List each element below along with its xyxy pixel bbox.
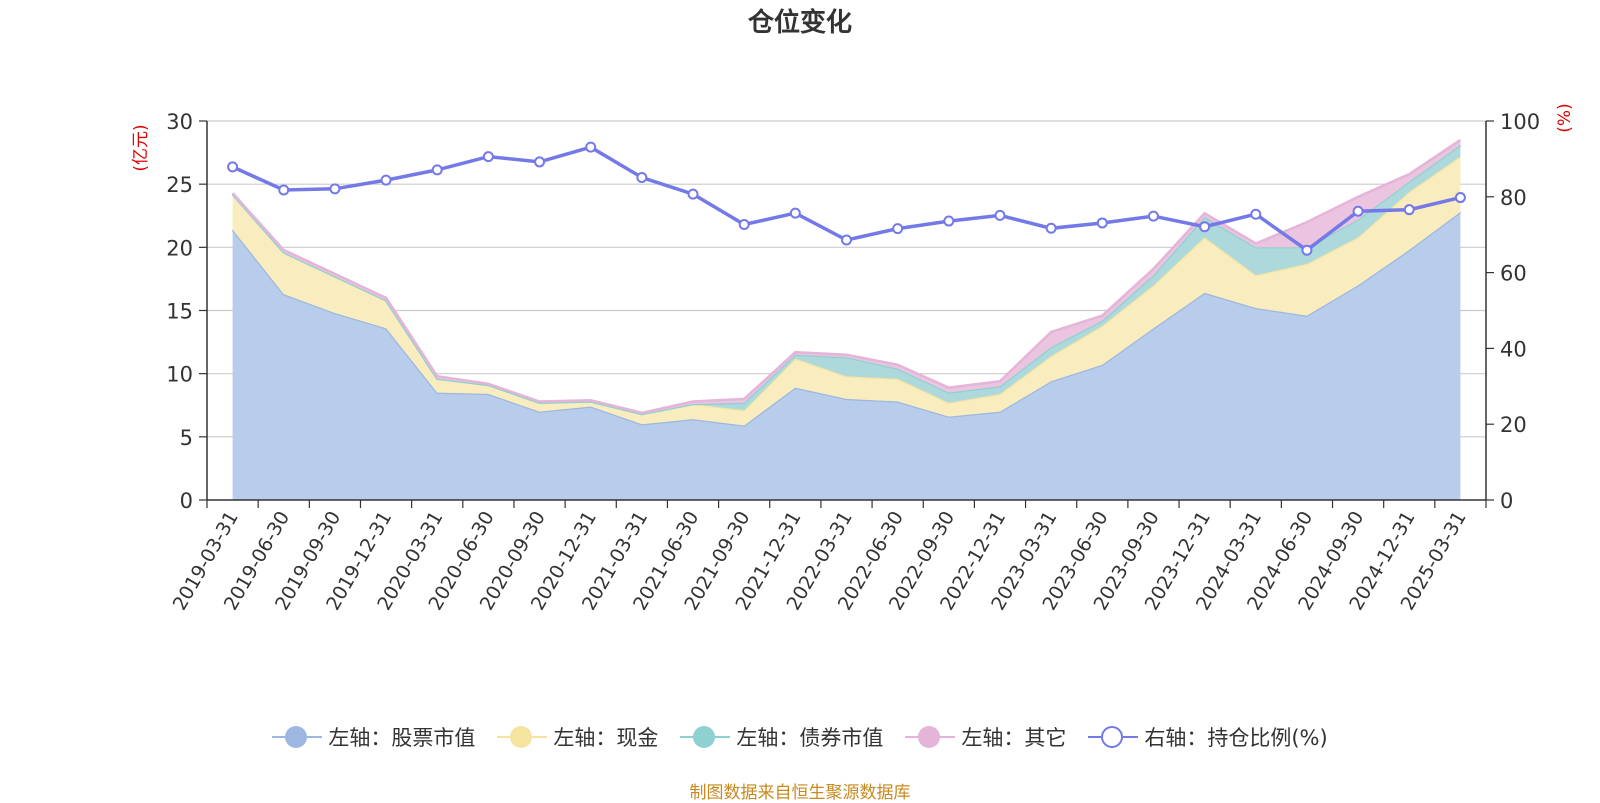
- left-tick-label: 5: [180, 426, 193, 450]
- left-tick-label: 0: [180, 489, 193, 513]
- ratio-point: [482, 151, 494, 163]
- right-tick-label: 0: [1500, 489, 1513, 513]
- ratio-point: [1352, 205, 1364, 217]
- legend-item[interactable]: 右轴：持仓比例(%): [1088, 722, 1328, 752]
- legend-marker-icon: [680, 724, 731, 750]
- source-note: 制图数据来自恒生聚源数据库: [689, 783, 911, 803]
- legend: 左轴：股票市值 左轴：现金 左轴：债券市值 左轴：其它 右轴：持仓比例(%): [0, 722, 1600, 752]
- ratio-point: [892, 223, 904, 235]
- left-tick-label: 15: [166, 300, 193, 324]
- ratio-point: [1045, 222, 1057, 234]
- right-tick-label: 40: [1500, 337, 1527, 361]
- legend-item[interactable]: 左轴：其它: [905, 722, 1066, 752]
- right-tick-label: 100: [1500, 110, 1540, 134]
- legend-marker-icon: [905, 724, 956, 750]
- ratio-point: [943, 215, 955, 227]
- ratio-point: [1096, 217, 1108, 229]
- right-axis-unit: (%): [1555, 103, 1575, 132]
- ratio-point: [380, 174, 392, 186]
- left-tick-label: 30: [166, 110, 193, 134]
- ratio-point: [431, 164, 443, 176]
- left-tick-label: 20: [166, 236, 193, 260]
- right-tick-label: 20: [1500, 413, 1527, 437]
- legend-item[interactable]: 左轴：债券市值: [680, 722, 883, 752]
- legend-item[interactable]: 左轴：股票市值: [272, 722, 475, 752]
- area-左轴：债券市值: [232, 145, 1461, 415]
- left-tick-label: 10: [166, 363, 193, 387]
- legend-marker-icon: [497, 724, 548, 750]
- ratio-point: [994, 209, 1006, 221]
- ratio-point: [687, 188, 699, 200]
- ratio-point: [738, 218, 750, 230]
- ratio-point: [841, 234, 852, 246]
- ratio-point: [278, 184, 290, 196]
- ratio-point: [1199, 221, 1211, 233]
- legend-item[interactable]: 左轴：现金: [497, 722, 658, 752]
- legend-label: 左轴：股票市值: [328, 726, 476, 750]
- area-左轴：股票市值: [232, 212, 1461, 500]
- legend-label: 左轴：其它: [961, 726, 1067, 750]
- ratio-point: [329, 183, 341, 195]
- right-tick-label: 80: [1500, 186, 1527, 210]
- legend-label: 左轴：现金: [553, 726, 659, 750]
- ratio-point: [1403, 204, 1415, 216]
- legend-label: 右轴：持仓比例(%): [1144, 726, 1328, 750]
- legend-marker-icon: [1088, 724, 1139, 750]
- chart-title: 仓位变化: [747, 8, 852, 38]
- ratio-point: [1147, 210, 1159, 222]
- ratio-point: [1250, 208, 1262, 220]
- ratio-point: [534, 156, 546, 168]
- right-tick-label: 60: [1500, 262, 1527, 286]
- area-左轴：现金: [232, 156, 1461, 426]
- left-tick-label: 25: [166, 173, 193, 197]
- ratio-point: [227, 161, 239, 173]
- legend-label: 左轴：债券市值: [736, 726, 884, 750]
- legend-marker-icon: [272, 724, 323, 750]
- ratio-point: [1301, 244, 1313, 256]
- area-series: [231, 138, 1462, 500]
- left-axis-unit: (亿元): [131, 124, 151, 171]
- ratio-point: [585, 141, 597, 153]
- ratio-line: [227, 141, 1466, 256]
- ratio-point: [636, 171, 648, 183]
- ratio-point: [1454, 192, 1466, 204]
- area-edge-左轴：其它: [231, 138, 1462, 415]
- ratio-point: [789, 207, 801, 219]
